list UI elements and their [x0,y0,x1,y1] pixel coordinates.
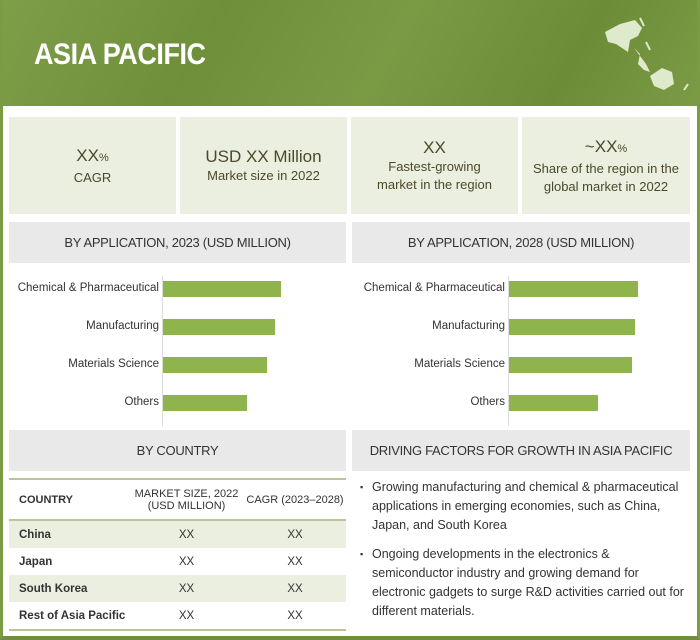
chart-2028: Chemical & Pharmaceutical Manufacturing Ma… [352,268,690,426]
market-size: XX [178,582,195,595]
drivers-title: DRIVING FACTORS FOR GROWTH IN ASIA PACIF… [352,430,690,471]
category-label: Materials Science [414,358,505,370]
asia-pacific-map-icon [605,17,689,91]
fastest-growing-label: Fastest-growing market in the region [377,159,492,192]
cagr: XX [287,582,303,595]
bar [509,395,598,411]
table-row: China XX XX [9,521,346,548]
col-cagr: CAGR (2023–2028) [246,493,344,506]
cagr-card: XX% CAGR [9,117,176,214]
market-size-card: USD XX Million Market size in 2022 [180,117,347,214]
cagr: XX [287,609,303,622]
category-label: Manufacturing [86,320,159,332]
category-label: Materials Science [68,358,159,370]
market-size-value: USD XX Million [205,147,322,166]
category-label: Chemical & Pharmaceutical [17,282,159,294]
bar [163,281,281,297]
page-title: ASIA PACIFIC [34,38,206,71]
fastest-growing-card: XX Fastest-growing market in the region [351,117,518,214]
bar [509,319,636,335]
chart-2028-title: BY APPLICATION, 2028 (USD MILLION) [352,222,690,263]
fastest-growing-value: XX [423,138,446,157]
driver-item: Growing manufacturing and chemical & pha… [360,478,688,535]
bar [163,395,247,411]
market-size: XX [178,555,195,568]
bar [163,319,276,335]
country-name: China [19,528,51,541]
table-row: Rest of Asia Pacific XX XX [9,602,346,629]
cagr-unit: % [98,151,109,164]
bar [509,357,632,373]
table-row: Japan XX XX [9,548,346,575]
cagr-value: XX [76,145,99,165]
category-label: Others [124,396,159,408]
table-row: South Korea XX XX [9,575,346,602]
category-label: Manufacturing [432,320,505,332]
market-size-label: Market size in 2022 [207,168,320,183]
country-name: Japan [19,555,53,568]
share-label: Share of the region in the global market… [533,160,679,194]
chart-axis [162,276,163,426]
bar [163,357,267,373]
cagr-label: CAGR [73,169,112,185]
by-country-title: BY COUNTRY [9,430,346,471]
chart-2023-title: BY APPLICATION, 2023 (USD MILLION) [9,222,346,263]
share-value: ~XX [584,136,618,156]
bar [509,281,638,297]
col-market-size: MARKET SIZE, 2022 (USD MILLION) [134,487,239,512]
col-country: COUNTRY [19,493,73,506]
drivers-list: Growing manufacturing and chemical & pha… [360,478,688,631]
chart-2023: Chemical & Pharmaceutical Manufacturing Ma… [9,268,346,426]
category-label: Chemical & Pharmaceutical [363,282,505,294]
market-size: XX [178,609,195,622]
chart-axis [508,276,509,426]
cagr: XX [287,528,303,541]
country-table: COUNTRY MARKET SIZE, 2022 (USD MILLION) … [9,478,346,631]
country-name: South Korea [19,582,88,595]
share-unit: % [617,142,628,155]
category-label: Others [470,396,505,408]
share-card: ~XX% Share of the region in the global m… [522,117,690,214]
header-banner: ASIA PACIFIC [0,0,700,106]
table-header: COUNTRY MARKET SIZE, 2022 (USD MILLION) … [9,480,346,521]
driver-item: Ongoing developments in the electronics … [360,545,688,621]
cagr: XX [287,555,303,568]
market-size: XX [178,528,195,541]
country-name: Rest of Asia Pacific [19,609,126,622]
